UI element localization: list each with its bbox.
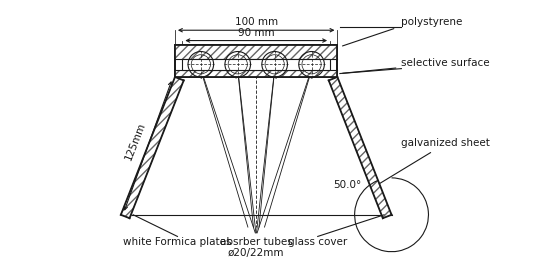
Text: 50.0°: 50.0° — [333, 180, 361, 190]
Polygon shape — [121, 77, 184, 218]
Text: galvanized sheet: galvanized sheet — [379, 138, 490, 184]
Text: white Formica plates: white Formica plates — [123, 237, 231, 247]
Text: glass cover: glass cover — [288, 237, 347, 247]
Text: 125mm: 125mm — [124, 120, 147, 161]
Text: ø20/22mm: ø20/22mm — [228, 248, 285, 258]
Text: selective surface: selective surface — [343, 58, 490, 73]
Text: polystyrene: polystyrene — [401, 17, 463, 27]
Polygon shape — [329, 77, 391, 218]
Bar — [175, 45, 337, 58]
Bar — [175, 70, 337, 77]
Bar — [175, 45, 337, 77]
Text: absrber tubes: absrber tubes — [220, 237, 293, 247]
Bar — [175, 45, 337, 77]
Text: 100 mm: 100 mm — [235, 17, 278, 27]
Text: 90 mm: 90 mm — [238, 28, 274, 38]
Bar — [183, 58, 330, 70]
